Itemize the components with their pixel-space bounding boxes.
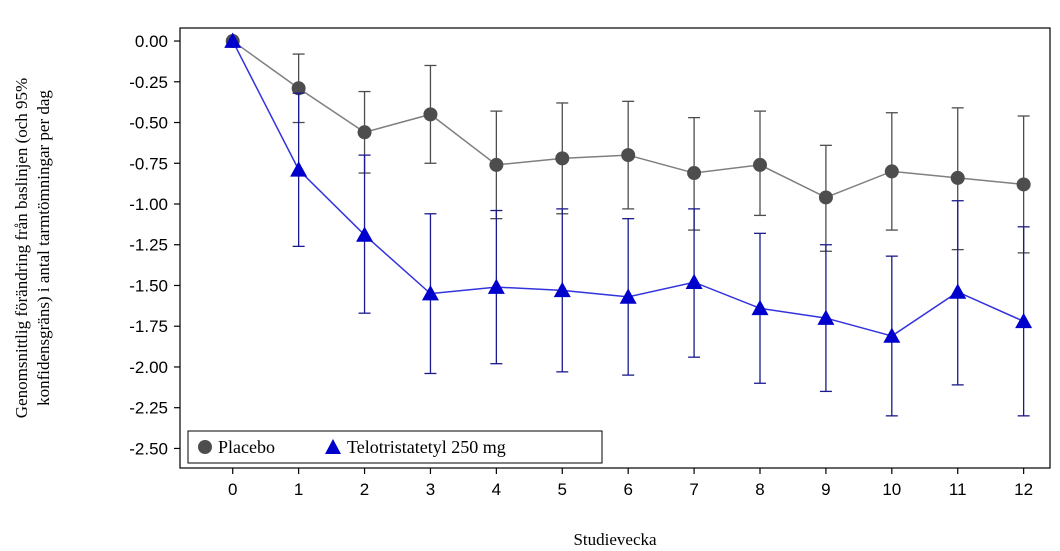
data-point: [817, 309, 835, 325]
data-point: [555, 151, 570, 166]
x-tick-label: 9: [821, 480, 830, 499]
data-point: [949, 283, 967, 299]
data-point: [621, 148, 636, 163]
data-point: [357, 125, 372, 140]
data-point: [553, 281, 571, 298]
data-point: [1015, 312, 1033, 329]
y-tick-label: -0.75: [129, 154, 168, 173]
data-point: [290, 161, 308, 177]
series-telotristat: [224, 32, 1033, 417]
y-tick-label: -2.00: [129, 358, 168, 377]
y-tick-label: -1.75: [129, 317, 168, 336]
x-tick-label: 7: [689, 480, 698, 499]
x-tick-label: 10: [882, 480, 901, 499]
series-placebo: [225, 34, 1031, 254]
x-tick-label: 4: [492, 480, 501, 499]
data-point: [291, 81, 306, 96]
x-tick-label: 11: [949, 480, 967, 499]
y-tick-label: -0.25: [129, 73, 168, 92]
data-point: [421, 285, 439, 301]
data-point: [489, 157, 504, 172]
data-point: [487, 278, 505, 294]
data-point: [1016, 177, 1031, 192]
data-point: [883, 327, 901, 343]
data-point: [687, 166, 702, 181]
y-tick-label: -0.50: [129, 114, 168, 133]
x-tick-label: 12: [1014, 480, 1033, 499]
series-layer: [224, 32, 1033, 417]
x-tick-label: 5: [558, 480, 567, 499]
legend-box: [187, 430, 603, 464]
y-tick-label: -1.00: [129, 195, 168, 214]
data-point: [619, 288, 637, 304]
data-point: [224, 32, 242, 48]
x-axis-label: Studievecka: [573, 530, 657, 549]
y-tick-label: -1.50: [129, 276, 168, 295]
data-point: [753, 157, 767, 172]
data-point: [818, 190, 833, 205]
y-tick-label: 0.00: [135, 32, 168, 51]
x-tick-label: 6: [623, 480, 632, 499]
x-tick-label: 3: [426, 480, 435, 499]
data-point: [884, 164, 899, 179]
data-point: [751, 299, 769, 316]
y-tick-label: -1.25: [129, 236, 168, 255]
y-tick-label: -2.25: [129, 399, 168, 418]
legend-placebo-label: Placebo: [218, 437, 275, 457]
x-tick-label: 1: [294, 480, 303, 499]
y-axis: 0.00 -0.25 -0.50 -0.75 -1.00 -1.25 -1.50 -1.75 -…: [129, 32, 180, 458]
legend: Placebo Telotristatetyl 250 mg: [187, 430, 603, 464]
x-tick-label: 0: [228, 480, 237, 499]
plot-frame: [179, 27, 1051, 469]
x-axis: 0 1 2 3 4 5 6 7 8 9 10 11 12: [228, 468, 1033, 499]
legend-telotristat-label: Telotristatetyl 250 mg: [347, 437, 506, 457]
legend-telotristat-marker: [325, 439, 341, 454]
data-point: [356, 226, 374, 242]
legend-placebo-marker: [198, 440, 212, 454]
data-point: [950, 170, 965, 185]
x-tick-label: 2: [360, 480, 369, 499]
data-point: [685, 273, 703, 290]
y-axis-label-line2: konfidensgräns) i antal tarmtömningar pe…: [34, 90, 53, 406]
y-axis-label-line1: Genomsnittlig förändring från baslinjen …: [12, 78, 31, 418]
x-tick-label: 8: [755, 480, 764, 499]
data-point: [423, 107, 438, 122]
y-tick-label: -2.50: [129, 439, 168, 458]
